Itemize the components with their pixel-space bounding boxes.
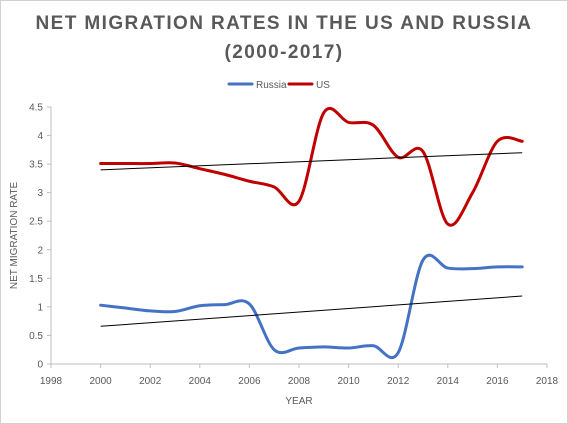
series-line-russia [99,253,524,360]
x-tick-label: 2004 [189,376,212,387]
y-tick-label: 2.5 [29,217,43,228]
x-tick-label: 2010 [337,376,360,387]
x-tick-label: 2006 [238,376,261,387]
x-tick-label: 2008 [288,376,311,387]
x-axis-label: YEAR [285,396,312,407]
y-tick-label: 2 [37,245,43,256]
series-line-us [99,106,524,227]
series-russia [99,253,524,360]
y-tick-label: 4.5 [29,103,43,114]
x-tick-label: 2002 [139,376,162,387]
legend-label-us: US [316,80,330,91]
y-tick-label: 3.5 [29,160,43,171]
y-tick-label: 1.5 [29,274,43,285]
y-tick-label: 4 [37,131,43,142]
y-tick-label: 3 [37,188,43,199]
y-axis-label: NET MIGRATION RATE [9,182,20,290]
chart-title-line2: (2000-2017) [224,42,344,63]
x-tick-label: 2016 [486,376,509,387]
y-tick-label: 0 [37,360,43,371]
y-tick-label: 0.5 [29,331,43,342]
x-tick-label: 2014 [437,376,460,387]
trendline-us [100,152,523,171]
chart-title: NET MIGRATION RATES IN THE US AND RUSSIA… [1,9,567,67]
trendline-russia [100,295,523,327]
x-tick-label: 2000 [89,376,112,387]
y-tick-label: 1 [37,302,43,313]
chart-title-line1: NET MIGRATION RATES IN THE US AND RUSSIA [35,13,533,34]
x-tick-label: 2018 [536,376,559,387]
series-us [99,106,524,227]
x-tick-label: 1998 [40,376,63,387]
legend-label-russia: Russia [256,80,287,91]
legend: Russia US [227,80,330,91]
x-tick-label: 2012 [387,376,410,387]
